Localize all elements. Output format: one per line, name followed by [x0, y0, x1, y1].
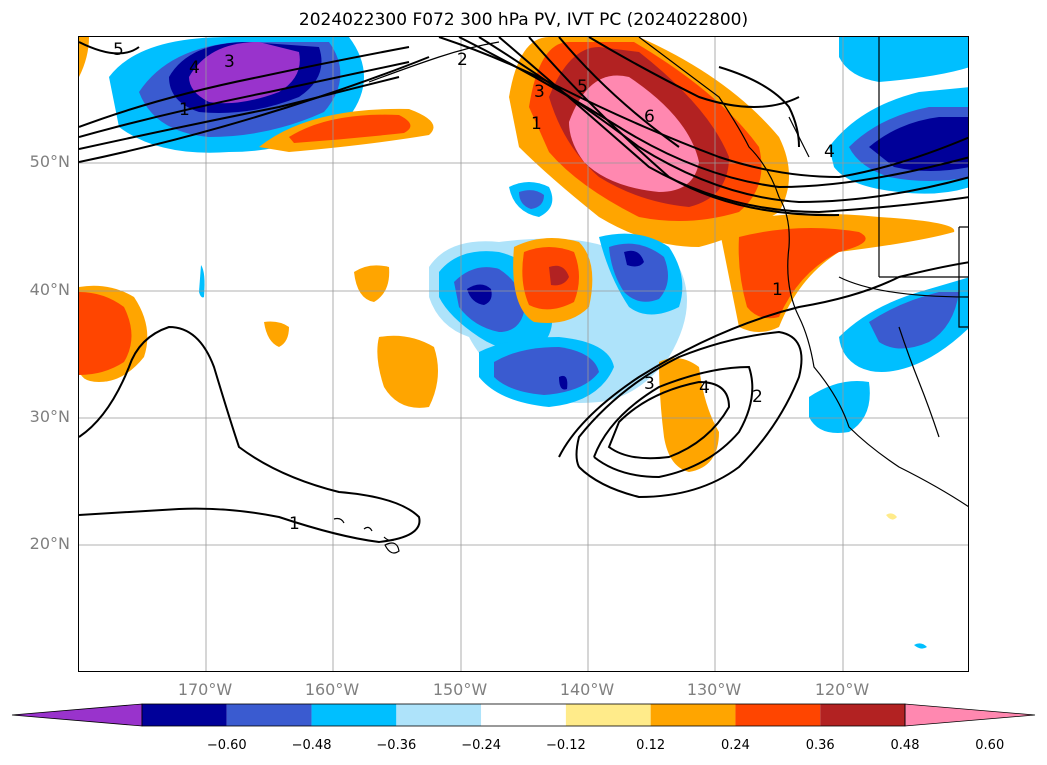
contour-label: 5 [577, 77, 588, 97]
colorbar-tick-label: −0.24 [461, 738, 502, 753]
lat-label: 20°N [29, 534, 70, 553]
contour-label: 1 [772, 280, 783, 300]
lon-label: 160°W [304, 680, 360, 699]
lat-label: 40°N [29, 280, 70, 299]
colorbar-segment [396, 704, 482, 726]
contour-label: 3 [644, 374, 655, 394]
colorbar-segment [311, 704, 397, 726]
lon-label: 170°W [177, 680, 233, 699]
coastlines [333, 37, 968, 554]
lon-label: 150°W [432, 680, 488, 699]
colorbar-segment [650, 704, 736, 726]
colorbar-segment [735, 704, 821, 726]
colorbar-segments [11, 703, 1036, 727]
contour-label: 4 [824, 142, 835, 162]
colorbar-tick-label: −0.12 [545, 738, 586, 753]
map-title: 2024022300 F072 300 hPa PV, IVT PC (2024… [298, 10, 749, 30]
ivt-contours [79, 37, 968, 544]
colorbar-tick-label: −0.60 [206, 738, 247, 753]
colorbar-tick-label: 0.24 [720, 738, 750, 753]
contour-labels: 5 3 4 1 2 3 5 6 1 4 1 3 4 2 1 [113, 40, 835, 534]
lon-label: 140°W [559, 680, 615, 699]
contour-label: 1 [289, 514, 300, 534]
colorbar-extend-low [11, 703, 143, 727]
colorbar-tick-label: −0.48 [291, 738, 332, 753]
contour-label: 1 [531, 114, 542, 134]
lon-label: 130°W [686, 680, 742, 699]
lat-label: 30°N [29, 407, 70, 426]
positive-anomaly-subtropical [659, 358, 719, 472]
colorbar-tick-label: 0.48 [890, 738, 920, 753]
contour-label: 4 [699, 378, 710, 398]
contour-label: 6 [644, 107, 655, 127]
contour-label: 2 [457, 50, 468, 70]
colorbar-segment [142, 704, 227, 726]
colorbar-outline [141, 703, 906, 727]
gridlines [79, 37, 968, 671]
colorbar-segment [226, 704, 312, 726]
colorbar-tick-label: 0.12 [636, 738, 666, 753]
map-canvas: 5 3 4 1 2 3 5 6 1 4 1 3 4 2 1 [79, 37, 968, 671]
contour-label: 5 [113, 40, 124, 60]
contour-label: 3 [534, 82, 545, 102]
map-panel: 5 3 4 1 2 3 5 6 1 4 1 3 4 2 1 [78, 36, 969, 672]
colorbar-tick-label: −0.36 [376, 738, 417, 753]
colorbar-tick-label: 0.36 [805, 738, 835, 753]
contour-label: 2 [752, 387, 763, 407]
contour-label: 4 [189, 58, 200, 78]
contour-label: 1 [179, 100, 190, 120]
colorbar-segment [820, 704, 905, 726]
colorbar-segment [565, 704, 651, 726]
colorbar-extend-high [904, 703, 1036, 727]
lon-label: 120°W [814, 680, 870, 699]
colorbar-tick-label: 0.60 [975, 738, 1005, 753]
colorbar-segment [481, 704, 566, 726]
lat-label: 50°N [29, 152, 70, 171]
colorbar [11, 703, 1036, 727]
contour-label: 3 [224, 52, 235, 72]
